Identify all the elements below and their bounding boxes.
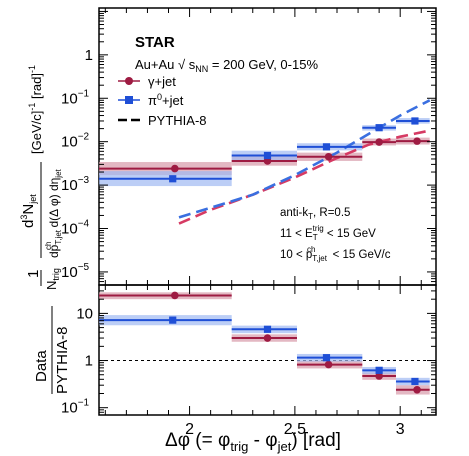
svg-text:d3Njet: d3Njet xyxy=(19,194,38,228)
cuts-annotation: anti-kT, R=0.5 11 < ETtrig < 15 GeV 10 <… xyxy=(280,207,391,263)
main-ytick-label: 10−2 xyxy=(61,132,90,151)
ratio-gamma-jet-point-0 xyxy=(171,291,179,300)
main-pi0-jet-point-3 xyxy=(375,124,383,132)
ratio-gamma-jet-point-1 xyxy=(263,334,272,342)
main-ytick-label: 1 xyxy=(85,47,93,64)
svg-text:PYTHIA-8: PYTHIA-8 xyxy=(54,326,71,394)
ratio-gamma-jet-point-4 xyxy=(413,385,421,394)
x-tick-label: 2.5 xyxy=(284,421,306,438)
main-gamma-jet-point-3 xyxy=(375,138,383,146)
svg-text:dpT,jetchd(Δ φ) dηjet: dpT,jetchd(Δ φ) dηjet xyxy=(44,168,63,258)
ratio-pi0-jet-point-2 xyxy=(322,354,331,362)
legend: γ+jet π0+jet PYTHIA-8 xyxy=(118,74,207,128)
ratio-ytick-label: 10−1 xyxy=(61,398,90,417)
cut-trigger-energy: 11 < ETtrig < 15 GeV xyxy=(280,224,376,242)
ratio-pi0-jet-point-4 xyxy=(411,377,419,386)
main-ytick-label: 10−1 xyxy=(61,88,90,107)
ratio-ytick-label: 1 xyxy=(85,353,93,370)
main-pi0-jet-point-0 xyxy=(169,175,177,183)
svg-text:[GeV/c]-1 [rad]-1: [GeV/c]-1 [rad]-1 xyxy=(27,65,44,154)
svg-text:1: 1 xyxy=(25,270,42,278)
x-tick-label: 2 xyxy=(185,421,194,438)
pythia8-curve-gamma xyxy=(178,129,430,225)
cut-algorithm: anti-kT, R=0.5 xyxy=(280,207,350,221)
legend-pi0-jet-label: π0+jet xyxy=(148,92,184,108)
ratio-pi0-jet-point-0 xyxy=(169,316,177,324)
main-ytick-label: 10−4 xyxy=(61,219,90,238)
ratio-ytick-label: 10 xyxy=(76,305,93,322)
ratio-plot-frame xyxy=(98,284,437,416)
svg-text:Ntrig: Ntrig xyxy=(44,268,61,290)
main-pi0-jet-point-4 xyxy=(411,117,419,125)
main-panel: 1 10−1 10−2 10−3 10−4 10−5 STAR Au+Au √ sNN =… xyxy=(19,7,437,290)
main-y-axis-label: 1 Ntrig d3Njet dpT,jetchd(Δ φ) dηjet [Ge… xyxy=(19,65,63,290)
main-gamma-jet-point-4 xyxy=(413,137,421,145)
legend-pythia8-label: PYTHIA-8 xyxy=(148,113,207,128)
ratio-gamma-jet-point-3 xyxy=(375,372,383,380)
main-pi0-jet-point-1 xyxy=(263,151,272,160)
system-label: Au+Au √ sNN = 200 GeV, 0-15% xyxy=(135,57,318,74)
experiment-label: STAR xyxy=(135,34,175,51)
legend-gamma-jet-label: γ+jet xyxy=(148,74,176,89)
svg-text:Data: Data xyxy=(33,350,50,382)
pythia8-curve-pi0 xyxy=(178,99,431,219)
ratio-gamma-jet-point-2 xyxy=(324,360,333,369)
ratio-panel: 10 1 10−1 2 2.5 3 Data PYTHIA-8 Δφ (= φtrig … xyxy=(33,284,437,454)
main-gamma-jet-point-0 xyxy=(171,164,179,173)
legend-gamma-jet: γ+jet xyxy=(118,74,176,89)
x-tick-label: 3 xyxy=(396,421,405,438)
ratio-pi0-jet-point-3 xyxy=(375,366,383,374)
main-ytick-label: 10−3 xyxy=(61,175,90,194)
cut-jet-pt: 10 < pT,jetch < 15 GeV/c xyxy=(280,245,391,263)
main-pi0-jet-point-2 xyxy=(322,143,331,151)
ratio-pi0-jet-point-1 xyxy=(263,325,272,333)
legend-pythia8: PYTHIA-8 xyxy=(118,113,207,128)
ratio-y-axis-label: Data PYTHIA-8 xyxy=(33,306,71,394)
legend-pi0-jet: π0+jet xyxy=(118,92,184,108)
main-ytick-label: 10−5 xyxy=(61,262,90,281)
main-gamma-jet-point-2 xyxy=(324,152,333,161)
x-axis-label: Δφ (= φtrig - φjet) [rad] xyxy=(165,430,341,454)
